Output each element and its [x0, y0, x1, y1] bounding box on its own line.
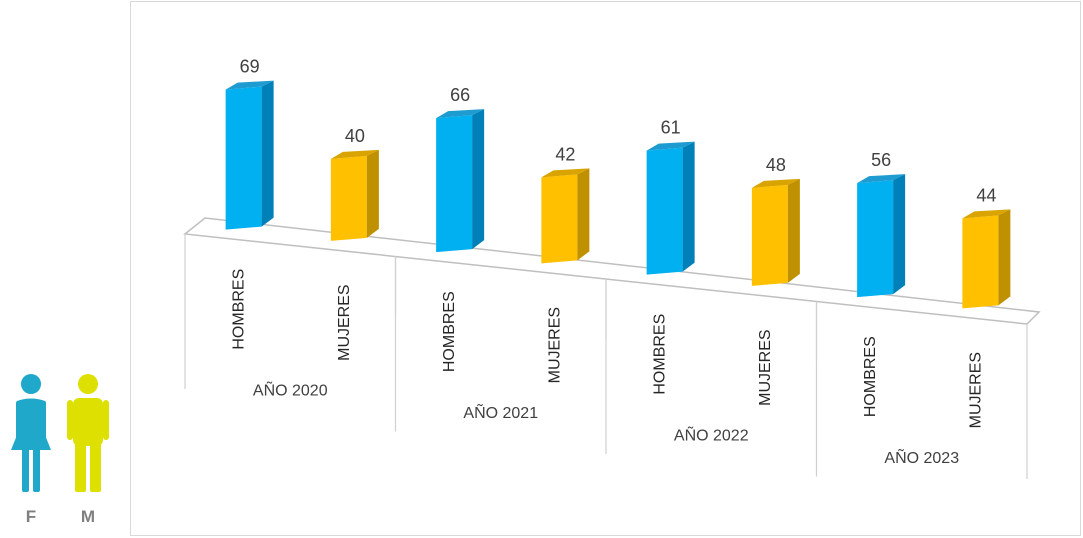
female-figure-icon: [11, 374, 51, 492]
category-label: HOMBRES: [231, 269, 248, 350]
bars: [225, 80, 1011, 309]
bar-side: [577, 168, 590, 261]
bar-top: [225, 80, 274, 90]
data-labels: AÑO 2020 69 HOMBRES 40 MUJERES AÑO 2021 66 HOMB…: [231, 57, 997, 467]
group-label: AÑO 2022: [674, 424, 749, 444]
data-label: 44: [976, 185, 996, 205]
bar-front: [436, 115, 473, 253]
category-label: MUJERES: [546, 307, 563, 383]
bar-top: [436, 109, 485, 119]
bar-hombres-año-2022: [646, 141, 695, 275]
bar-top: [962, 209, 1011, 219]
data-label: 48: [766, 155, 786, 175]
bar-top: [857, 174, 906, 184]
bar-front: [330, 155, 367, 241]
chart-floor: [183, 217, 1041, 479]
data-label: 66: [450, 85, 470, 105]
bar-mujeres-año-2023: [962, 209, 1011, 309]
bar-top: [646, 141, 695, 151]
category-label: HOMBRES: [652, 314, 669, 395]
legend: F M: [11, 374, 109, 526]
chart-floor-plane: [183, 217, 1041, 325]
bar-hombres-año-2020: [225, 80, 274, 230]
bar-front: [646, 147, 683, 275]
legend-label-f: F: [26, 507, 36, 526]
category-label: HOMBRES: [862, 336, 879, 417]
legend-label-m: M: [81, 507, 95, 526]
group-label: AÑO 2023: [884, 447, 959, 467]
bar-front: [857, 180, 894, 298]
bar-side: [998, 209, 1011, 306]
bar-front: [751, 184, 788, 286]
data-label: 69: [240, 57, 260, 77]
bar-top: [541, 168, 590, 178]
bar-front: [541, 174, 578, 264]
bar-hombres-año-2021: [436, 109, 485, 253]
bar-front: [962, 215, 999, 309]
category-label: MUJERES: [336, 284, 353, 360]
bar-side: [893, 174, 906, 295]
bar-side: [261, 80, 274, 227]
bar-side: [472, 109, 485, 250]
category-label: MUJERES: [757, 329, 774, 405]
bar-mujeres-año-2020: [330, 149, 379, 241]
bar-top: [330, 149, 379, 159]
group-label: AÑO 2020: [253, 379, 328, 399]
chart-area: AÑO 2020 69 HOMBRES 40 MUJERES AÑO 2021 66 HOMB…: [130, 1, 1081, 536]
male-figure-icon: [67, 374, 109, 492]
bar-side: [682, 141, 695, 272]
data-label: 40: [345, 126, 365, 146]
bar-top: [751, 178, 800, 188]
category-label: MUJERES: [967, 352, 984, 428]
bar-side: [787, 178, 800, 283]
group-label: AÑO 2021: [463, 402, 538, 422]
category-label: HOMBRES: [441, 291, 458, 372]
bar-chart-3d: AÑO 2020 69 HOMBRES 40 MUJERES AÑO 2021 66 HOMB…: [183, 57, 1041, 479]
data-label: 56: [871, 150, 891, 170]
bar-mujeres-año-2021: [541, 168, 590, 264]
bar-mujeres-año-2022: [751, 178, 800, 286]
bar-hombres-año-2023: [857, 174, 906, 298]
bar-front: [225, 86, 262, 230]
data-label: 42: [555, 144, 575, 164]
data-label: 61: [661, 118, 681, 138]
bar-side: [366, 149, 379, 238]
